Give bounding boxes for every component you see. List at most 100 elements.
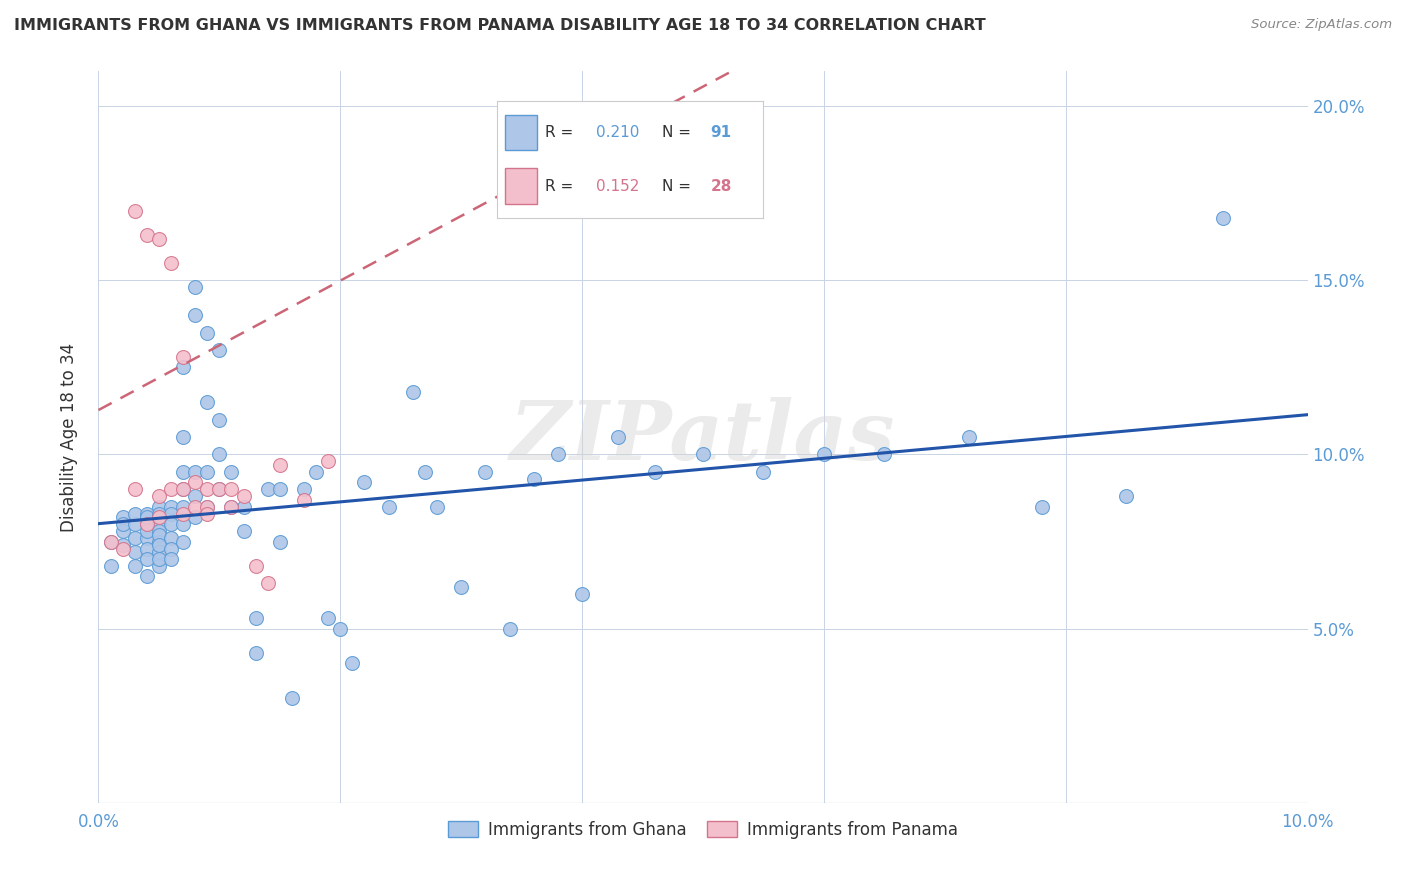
Point	[498, 622, 520, 636]
Point	[111, 541, 134, 556]
Point	[111, 538, 134, 552]
Point	[195, 465, 218, 479]
Point	[316, 454, 339, 468]
Point	[957, 430, 980, 444]
Legend: Immigrants from Ghana, Immigrants from Panama: Immigrants from Ghana, Immigrants from P…	[441, 814, 965, 846]
Point	[232, 500, 254, 514]
Point	[245, 646, 267, 660]
Point	[221, 465, 243, 479]
Point	[135, 228, 157, 243]
Point	[426, 500, 449, 514]
Point	[873, 448, 896, 462]
Point	[245, 558, 267, 573]
Point	[342, 657, 364, 671]
Point	[172, 350, 194, 364]
Point	[245, 611, 267, 625]
Point	[160, 541, 183, 556]
Point	[377, 500, 399, 514]
Point	[135, 510, 157, 524]
Point	[195, 395, 218, 409]
Point	[305, 465, 328, 479]
Point	[256, 576, 278, 591]
Point	[195, 326, 218, 340]
Point	[184, 465, 207, 479]
Point	[135, 507, 157, 521]
Point	[474, 465, 496, 479]
Point	[135, 517, 157, 532]
Point	[148, 489, 170, 503]
Point	[1115, 489, 1137, 503]
Y-axis label: Disability Age 18 to 34: Disability Age 18 to 34	[59, 343, 77, 532]
Point	[111, 510, 134, 524]
Point	[124, 507, 146, 521]
Point	[523, 472, 546, 486]
Point	[100, 534, 122, 549]
Point	[221, 483, 243, 497]
Point	[148, 510, 170, 524]
Point	[644, 465, 666, 479]
Point	[135, 541, 157, 556]
Point	[124, 517, 146, 532]
Point	[208, 448, 231, 462]
Point	[160, 507, 183, 521]
Point	[1031, 500, 1053, 514]
Point	[172, 465, 194, 479]
Point	[148, 231, 170, 245]
Point	[413, 465, 436, 479]
Point	[353, 475, 375, 490]
Point	[292, 492, 315, 507]
Text: Source: ZipAtlas.com: Source: ZipAtlas.com	[1251, 18, 1392, 31]
Point	[148, 527, 170, 541]
Point	[571, 587, 593, 601]
Point	[184, 510, 207, 524]
Point	[208, 483, 231, 497]
Point	[195, 483, 218, 497]
Point	[160, 531, 183, 545]
Point	[256, 483, 278, 497]
Point	[813, 448, 835, 462]
Point	[269, 534, 291, 549]
Point	[184, 489, 207, 503]
Point	[148, 545, 170, 559]
Point	[148, 552, 170, 566]
Point	[124, 203, 146, 218]
Point	[148, 534, 170, 549]
Point	[172, 517, 194, 532]
Point	[100, 558, 122, 573]
Point	[184, 308, 207, 322]
Point	[135, 524, 157, 538]
Point	[692, 448, 714, 462]
Point	[135, 569, 157, 583]
Point	[195, 500, 218, 514]
Point	[184, 500, 207, 514]
Text: IMMIGRANTS FROM GHANA VS IMMIGRANTS FROM PANAMA DISABILITY AGE 18 TO 34 CORRELAT: IMMIGRANTS FROM GHANA VS IMMIGRANTS FROM…	[14, 18, 986, 33]
Point	[172, 483, 194, 497]
Point	[124, 558, 146, 573]
Point	[172, 500, 194, 514]
Point	[269, 458, 291, 472]
Point	[148, 524, 170, 538]
Point	[269, 483, 291, 497]
Point	[148, 558, 170, 573]
Point	[232, 489, 254, 503]
Point	[547, 448, 569, 462]
Point	[160, 500, 183, 514]
Point	[208, 483, 231, 497]
Point	[135, 517, 157, 532]
Point	[195, 507, 218, 521]
Point	[402, 384, 425, 399]
Point	[172, 430, 194, 444]
Point	[184, 280, 207, 294]
Point	[172, 534, 194, 549]
Point	[160, 256, 183, 270]
Point	[160, 483, 183, 497]
Point	[124, 483, 146, 497]
Point	[148, 538, 170, 552]
Point	[100, 534, 122, 549]
Point	[221, 500, 243, 514]
Point	[292, 483, 315, 497]
Point	[208, 343, 231, 357]
Point	[111, 524, 134, 538]
Point	[208, 412, 231, 426]
Point	[1212, 211, 1234, 225]
